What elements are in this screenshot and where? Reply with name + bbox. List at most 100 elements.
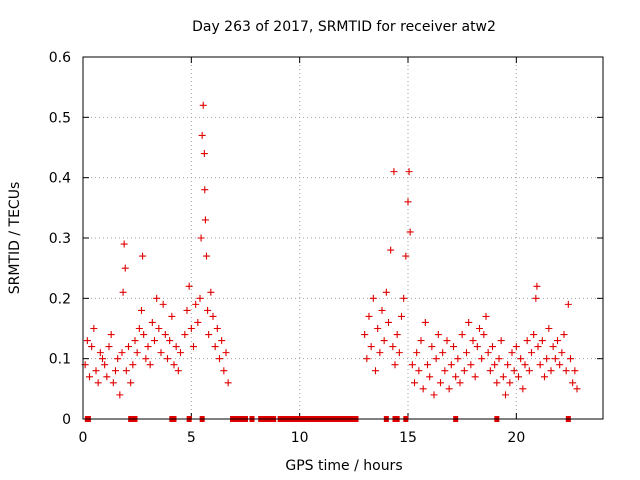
data-point: [530, 331, 538, 339]
y-tick-label: 0.5: [49, 110, 71, 126]
data-point: [90, 325, 98, 332]
data-point: [450, 343, 457, 351]
data-point: [361, 331, 369, 339]
data-point: [107, 331, 115, 339]
y-axis-label: SRMTID / TECUs: [7, 182, 23, 295]
data-point: [447, 361, 455, 369]
data-point: [390, 168, 398, 176]
data-point: [458, 331, 466, 339]
data-point: [363, 355, 371, 363]
data-point: [484, 349, 492, 357]
data-point: [523, 337, 531, 345]
data-point: [133, 349, 141, 357]
data-point: [439, 349, 447, 357]
y-tick-label: 0.4: [49, 171, 71, 187]
y-tick-label: 0: [62, 412, 71, 428]
data-point: [224, 379, 232, 387]
data-point: [551, 355, 559, 363]
data-point: [437, 379, 444, 387]
data-point: [562, 367, 570, 375]
data-point: [515, 373, 522, 381]
data-point: [408, 361, 416, 369]
data-point: [204, 306, 212, 314]
data-point: [406, 228, 414, 236]
data-point: [473, 343, 481, 351]
data-point: [122, 367, 130, 375]
data-point: [528, 349, 535, 357]
data-point: [194, 318, 202, 326]
data-point: [460, 367, 468, 375]
data-point: [198, 131, 206, 139]
data-point: [421, 318, 429, 326]
data-point: [402, 252, 410, 260]
data-point: [216, 355, 223, 363]
data-point: [166, 337, 174, 345]
data-point: [205, 331, 213, 339]
data-point: [428, 343, 436, 351]
data-point: [127, 379, 135, 387]
data-point: [376, 349, 384, 357]
data-point: [482, 312, 490, 320]
data-point: [140, 331, 148, 339]
data-point: [564, 300, 572, 308]
data-point: [203, 252, 210, 260]
plot-frame: [82, 56, 604, 420]
data-point: [213, 325, 221, 332]
data-point: [569, 379, 577, 387]
x-tick-label: 5: [187, 430, 196, 446]
data-point: [144, 343, 152, 351]
data-point: [415, 367, 423, 375]
data-point: [571, 367, 579, 375]
data-point: [121, 264, 129, 272]
data-point: [164, 355, 171, 363]
data-point: [181, 331, 189, 339]
y-tick-label: 0.1: [49, 352, 71, 368]
data-point: [478, 355, 486, 363]
data-point: [187, 325, 195, 332]
data-point: [201, 216, 209, 224]
data-point: [504, 361, 512, 369]
data-point: [493, 379, 501, 387]
data-point: [395, 349, 403, 357]
data-point: [532, 294, 540, 302]
x-tick-label: 15: [399, 430, 417, 446]
data-point: [146, 361, 154, 369]
y-axis: 0 0.1 0.2 0.3 0.4 0.5 0.6: [49, 50, 603, 428]
data-point: [142, 355, 150, 363]
data-point: [417, 337, 425, 345]
data-point: [101, 361, 109, 369]
data-point: [200, 150, 208, 158]
data-point: [209, 312, 217, 320]
data-point: [554, 337, 561, 345]
x-axis-label: GPS time / hours: [285, 458, 402, 474]
data-point: [174, 367, 182, 375]
y-tick-label: 0.6: [49, 50, 71, 66]
data-point: [506, 379, 514, 387]
data-point: [547, 367, 555, 375]
data-point: [430, 391, 438, 399]
data-point: [476, 325, 483, 332]
data-point: [495, 355, 503, 363]
data-point: [153, 294, 161, 302]
y-tick-label: 0.3: [49, 231, 71, 247]
data-point: [567, 355, 574, 363]
data-point: [480, 331, 488, 339]
data-point: [378, 306, 386, 314]
data-point: [192, 300, 200, 308]
data-point: [369, 294, 377, 302]
data-point: [190, 343, 197, 351]
data-point: [207, 288, 215, 296]
data-point: [382, 288, 390, 296]
data-point: [405, 168, 413, 176]
data-point: [196, 294, 204, 302]
data-point: [497, 337, 505, 345]
data-point: [99, 355, 106, 363]
data-point: [151, 337, 158, 345]
data-point: [114, 355, 122, 363]
data-point: [161, 331, 169, 339]
data-point: [222, 349, 230, 357]
data-series: [81, 101, 581, 399]
data-point: [521, 361, 529, 369]
